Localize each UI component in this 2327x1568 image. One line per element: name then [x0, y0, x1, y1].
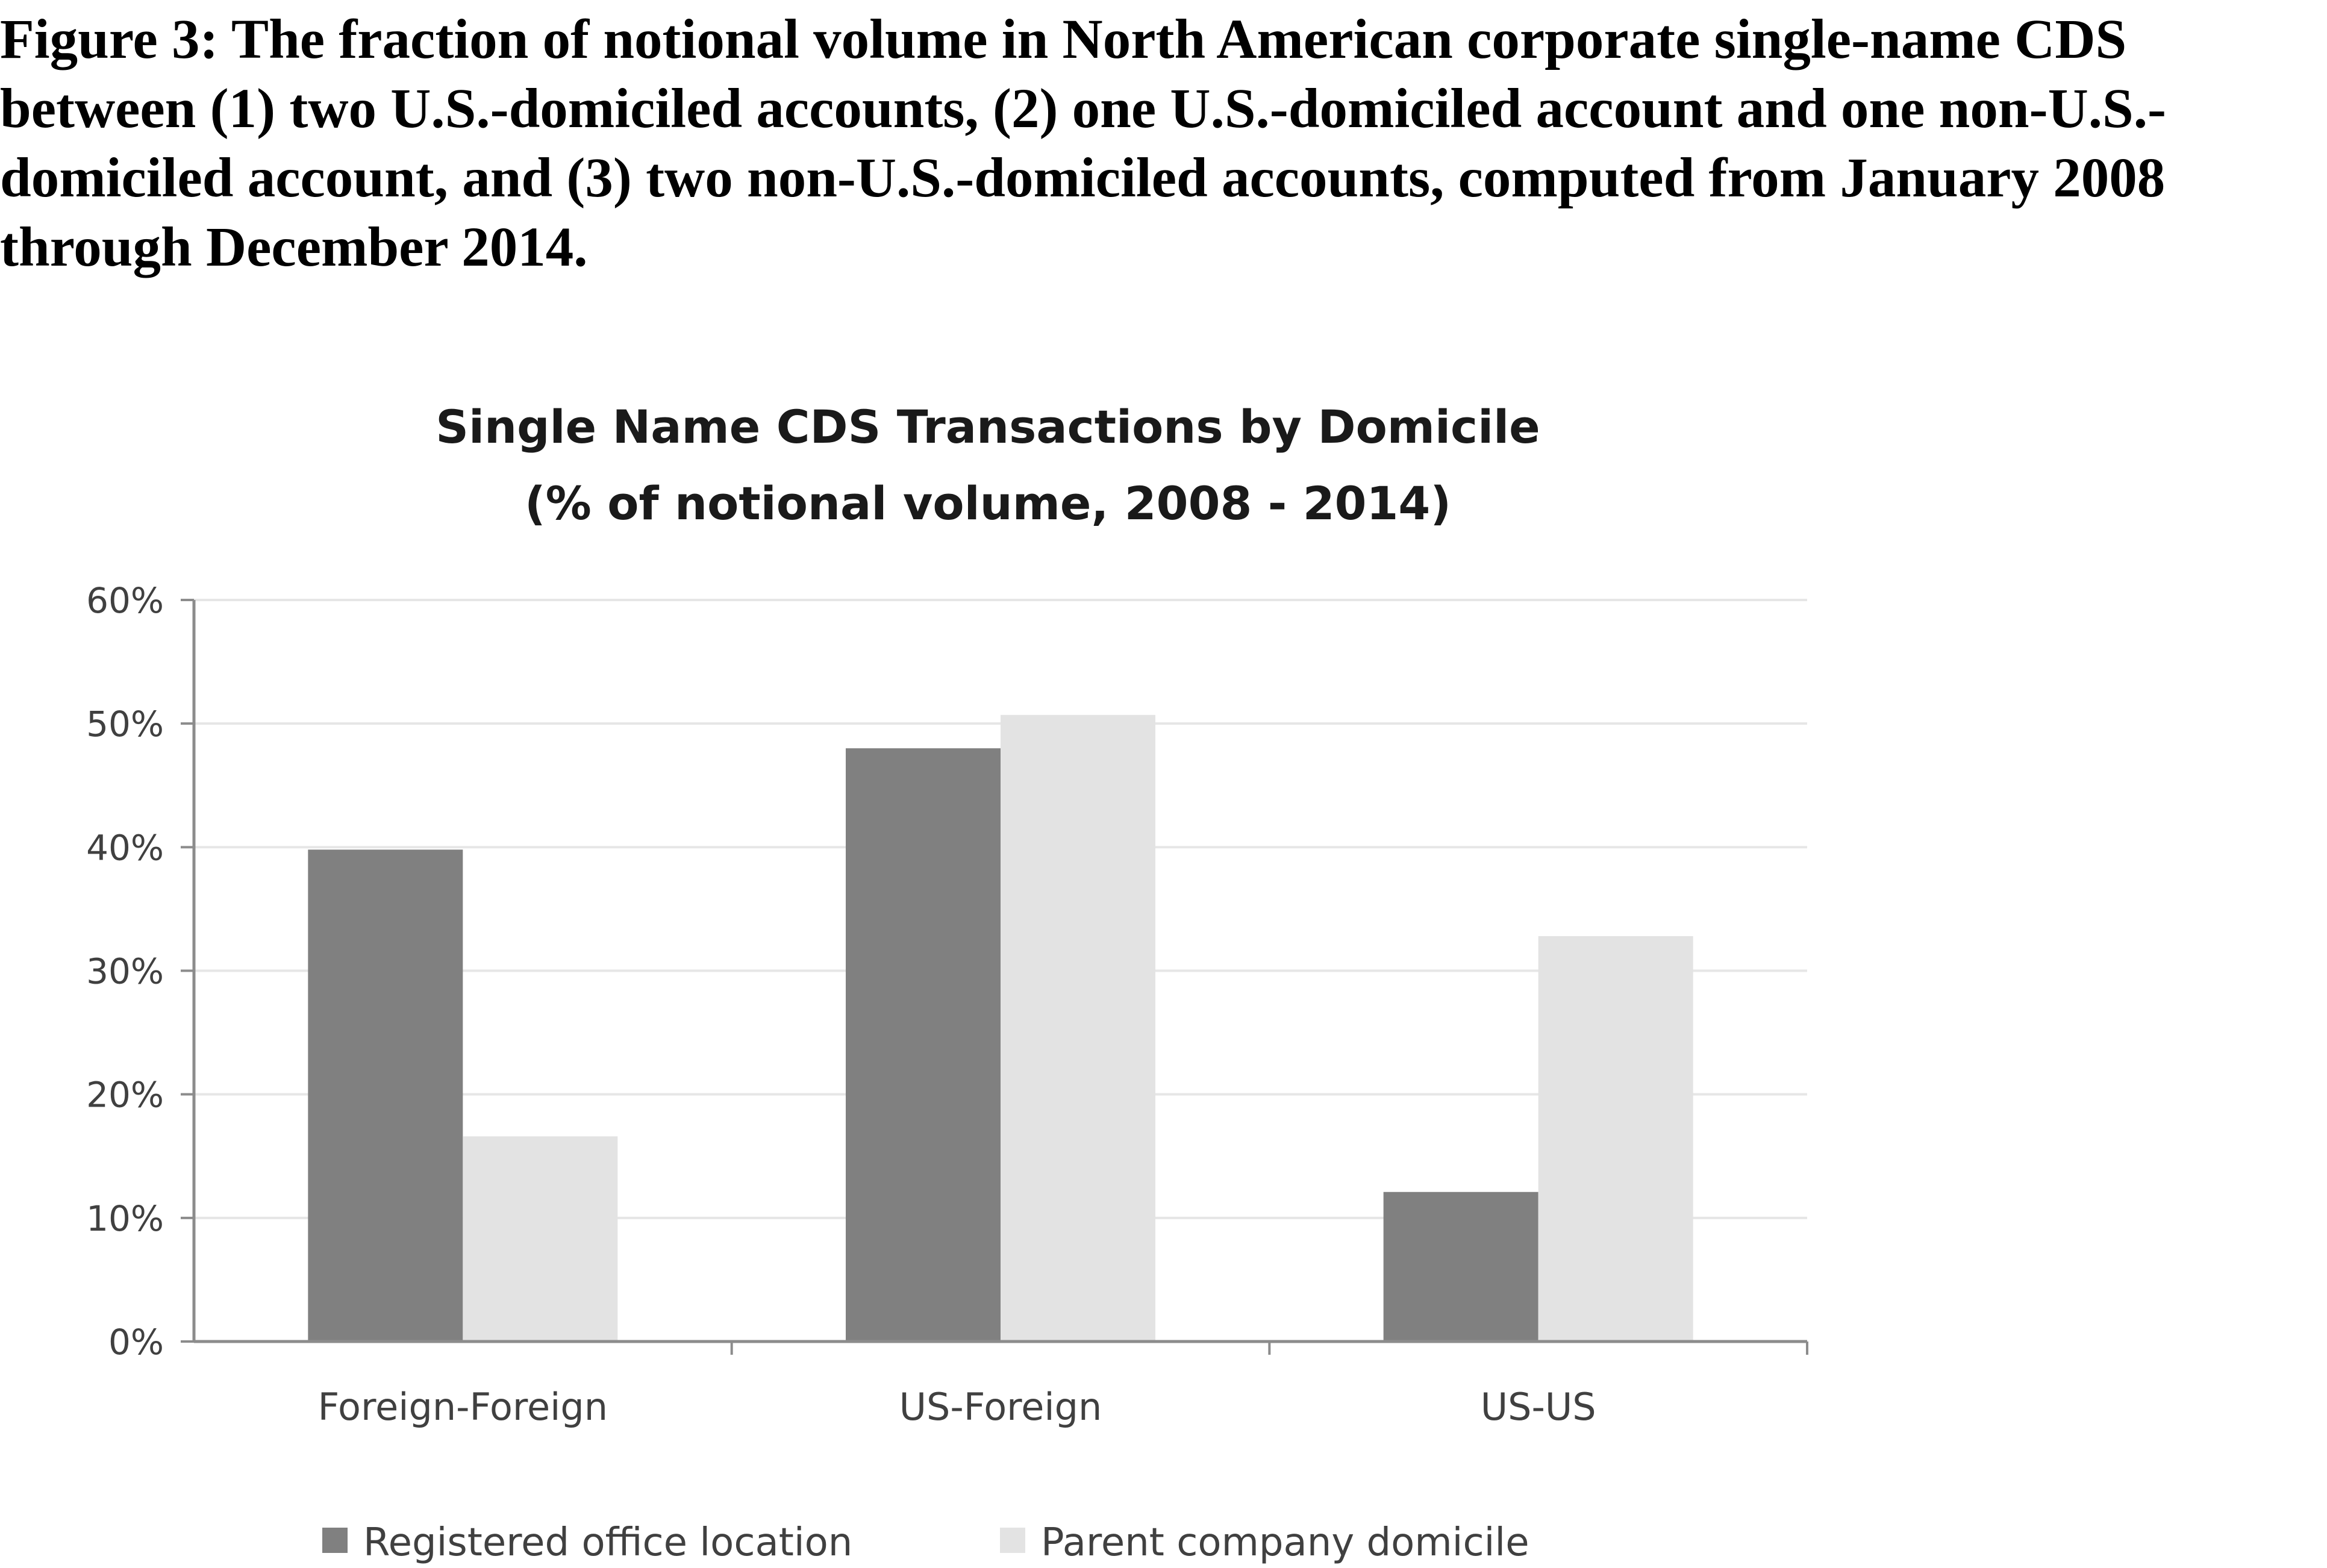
- chart-subtitle: (% of notional volume, 2008 - 2014): [525, 476, 1451, 530]
- y-tick-labels: 0% 10% 20% 30% 40% 50% 60%: [86, 580, 164, 1363]
- x-category-label: US-Foreign: [899, 1385, 1102, 1429]
- x-category-label: Foreign-Foreign: [318, 1385, 608, 1429]
- axes: [181, 599, 1808, 1355]
- figure-caption: Figure 3: The fraction of notional volum…: [0, 8, 2166, 278]
- y-tick-label: 10%: [86, 1198, 164, 1239]
- y-tick-label: 60%: [86, 580, 164, 621]
- legend: Registered office location Parent company…: [322, 1520, 1529, 1565]
- legend-swatch: [322, 1528, 348, 1553]
- bar: [308, 849, 463, 1342]
- bar: [1001, 714, 1155, 1342]
- bar: [463, 1136, 618, 1342]
- y-tick-label: 50%: [86, 704, 164, 745]
- x-category-label: US-US: [1481, 1385, 1596, 1429]
- y-tick-label: 20%: [86, 1075, 164, 1116]
- legend-swatch: [1000, 1528, 1025, 1553]
- chart-title: Single Name CDS Transactions by Domicile: [436, 400, 1540, 454]
- legend-label: Registered office location: [363, 1520, 852, 1565]
- legend-label: Parent company domicile: [1041, 1520, 1529, 1565]
- bar: [1538, 936, 1693, 1342]
- bars: [308, 714, 1693, 1342]
- y-tick-label: 0%: [108, 1322, 164, 1363]
- y-tick-label: 30%: [86, 951, 164, 992]
- x-category-labels: Foreign-Foreign US-Foreign US-US: [318, 1385, 1596, 1429]
- bar: [846, 748, 1001, 1342]
- bar: [1383, 1192, 1538, 1342]
- y-tick-label: 40%: [86, 827, 164, 868]
